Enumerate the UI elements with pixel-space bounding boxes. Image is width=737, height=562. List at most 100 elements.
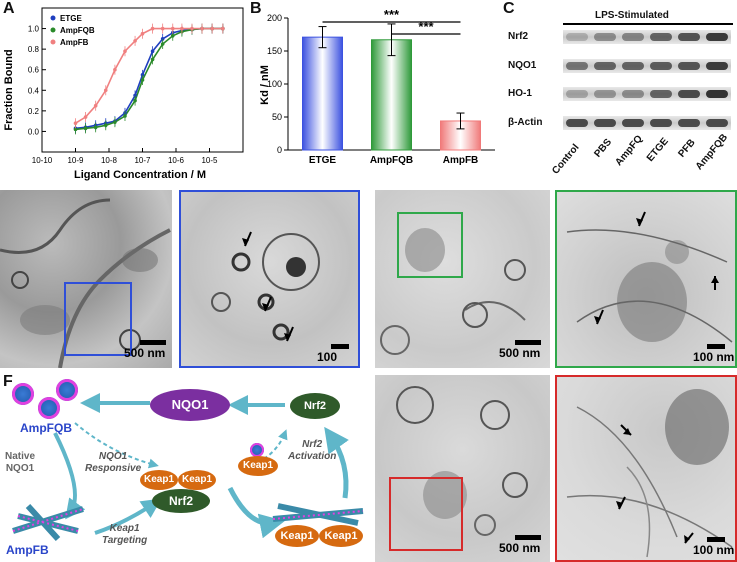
scale-bar-e-right [707,344,725,349]
kd-y-tick-label: 150 [267,46,282,56]
scale-label-g-left: 500 nm [499,541,541,555]
nrf2-activation-label: Nrf2 Activation [288,439,336,463]
binding-y-tick-label: 0.4 [28,86,40,95]
blot-band [566,33,588,41]
kd-y-tick-label: 50 [272,112,282,122]
blot-band [622,33,644,41]
nqo1-node: NQO1 [150,389,230,421]
em-image-d-zoom: 100 nm [179,190,360,368]
binding-point-ampfqb [73,127,78,132]
kd-bars: ETGE AmpFQB AmpFB [302,23,481,166]
native-line-2: NQO1 [5,463,35,474]
em-texture-g [396,386,528,536]
keap1-fiber-right: Keap1 [319,525,363,547]
binding-point-ampfb [190,26,194,31]
scale-label-g-right: 100 nm [693,543,735,557]
blot-band [594,119,616,127]
kd-bar-etge [302,36,343,151]
binding-point-ampfb [133,39,137,43]
blot-band [678,62,700,70]
ampfb-fibers [12,503,84,541]
kd-y-tick-label: 200 [267,13,282,23]
em-image-g-overview: 500 nm [375,375,550,562]
binding-point-ampfb [160,26,165,31]
scale-bar-d-right [331,344,349,349]
binding-point-ampfqb [93,125,98,130]
scale-label-d-left: 500 nm [124,346,166,360]
blot-band [678,90,700,98]
activation-line-2: Activation [288,451,337,462]
scale-bar-g-left [515,535,541,540]
binding-point-ampfb [150,26,155,31]
legend-label-ampfqb: AmpFQB [60,26,95,35]
nqo1-responsive-label: NQO1 Responsive [85,451,141,475]
binding-point-ampfb [123,49,127,53]
binding-point-ampfb [93,103,98,108]
em-image-e-overview: 500 nm [375,190,550,368]
kd-y-tick-label: 0 [277,145,282,155]
blot-band [650,90,672,98]
targeting-line-2: Targeting [102,535,148,546]
blot-header: LPS-Stimulated [595,10,669,21]
blot-lane-label: ETGE [644,135,671,164]
binding-point-ampfb [83,115,88,119]
binding-y-tick-label: 1.0 [28,25,40,34]
ampfqb-particle-1 [12,383,34,405]
panel-label-c: C [503,0,515,17]
bound-fibers [272,503,364,526]
mechanism-schematic: AmpFQB Native NQO1 NQO1 Responsive AmpFB… [0,373,370,562]
scale-bar-g-right [707,537,725,542]
binding-point-ampfb [113,67,117,72]
scale-bar-e-left [515,340,541,345]
blot-band [622,90,644,98]
blot-lane-label: PFB [676,137,698,160]
schematic-arrows [53,393,349,539]
em-texture-g-zoom [566,389,733,558]
keap1-node-right: Keap1 [178,470,216,490]
kd-bar-chart: 0 50 100 150 200 ETGE AmpFQB AmpFB Kd / nM ***… [259,7,495,166]
binding-point-ampfqb [113,120,117,124]
blot-band [650,62,672,70]
blot-row-label: HO-1 [508,88,532,99]
binding-curve-ampfb [75,27,223,124]
blot-band [566,62,588,70]
binding-curve-chart: 0.0 0.2 0.4 0.6 0.8 1.0 10-10 10-9 10-8 10-7 10-6 1… [3,7,244,181]
binding-x-tick-label: 10-8 [101,156,118,165]
kd-bar-ampfqb [371,39,412,151]
kd-category-label: ETGE [309,155,337,166]
legend-marker-ampfb [50,39,56,45]
em-texture-e [380,228,526,355]
blot-band [622,119,644,127]
binding-point-ampfb [180,26,184,31]
legend-marker-etge [50,15,56,21]
binding-point-ampfb [200,26,204,31]
blot-row-nrf2 [563,30,731,44]
blot-band [594,90,616,98]
blot-lane-label: PBS [592,136,615,160]
binding-point-ampfqb [150,57,155,62]
em-image-d-overview: 500 nm [0,190,172,368]
native-nqo1-label: Native NQO1 [5,451,35,475]
binding-point-etge [140,73,145,77]
scale-label-d-right: 100 nm [317,350,338,366]
bound-particle [250,443,264,457]
legend-label-ampfb: AmpFB [60,38,89,47]
western-blot: LPS-Stimulated Nrf2 NQO1 HO-1 β-Actin Contr… [503,0,737,185]
zoom-box-e [397,212,463,278]
binding-point-ampfqb [103,123,108,128]
blot-band [566,90,588,98]
binding-x-tick-label: 10-5 [201,156,218,165]
binding-x-tick-label: 10-7 [134,156,151,165]
binding-y-tick-label: 0.2 [28,107,40,116]
blot-row-nqo1 [563,59,731,73]
binding-curve-etge [75,27,223,130]
kd-y-axis-label: Kd / nM [259,65,271,105]
blot-band [706,119,728,127]
binding-point-etge [133,93,137,98]
sig-stars-1: *** [384,7,400,22]
ampfqb-label: AmpFQB [20,421,72,435]
binding-y-tick-label: 0.6 [28,66,40,75]
blot-band [706,62,728,70]
nrf2-free-node: Nrf2 [290,393,340,419]
blot-header-line [563,23,733,25]
